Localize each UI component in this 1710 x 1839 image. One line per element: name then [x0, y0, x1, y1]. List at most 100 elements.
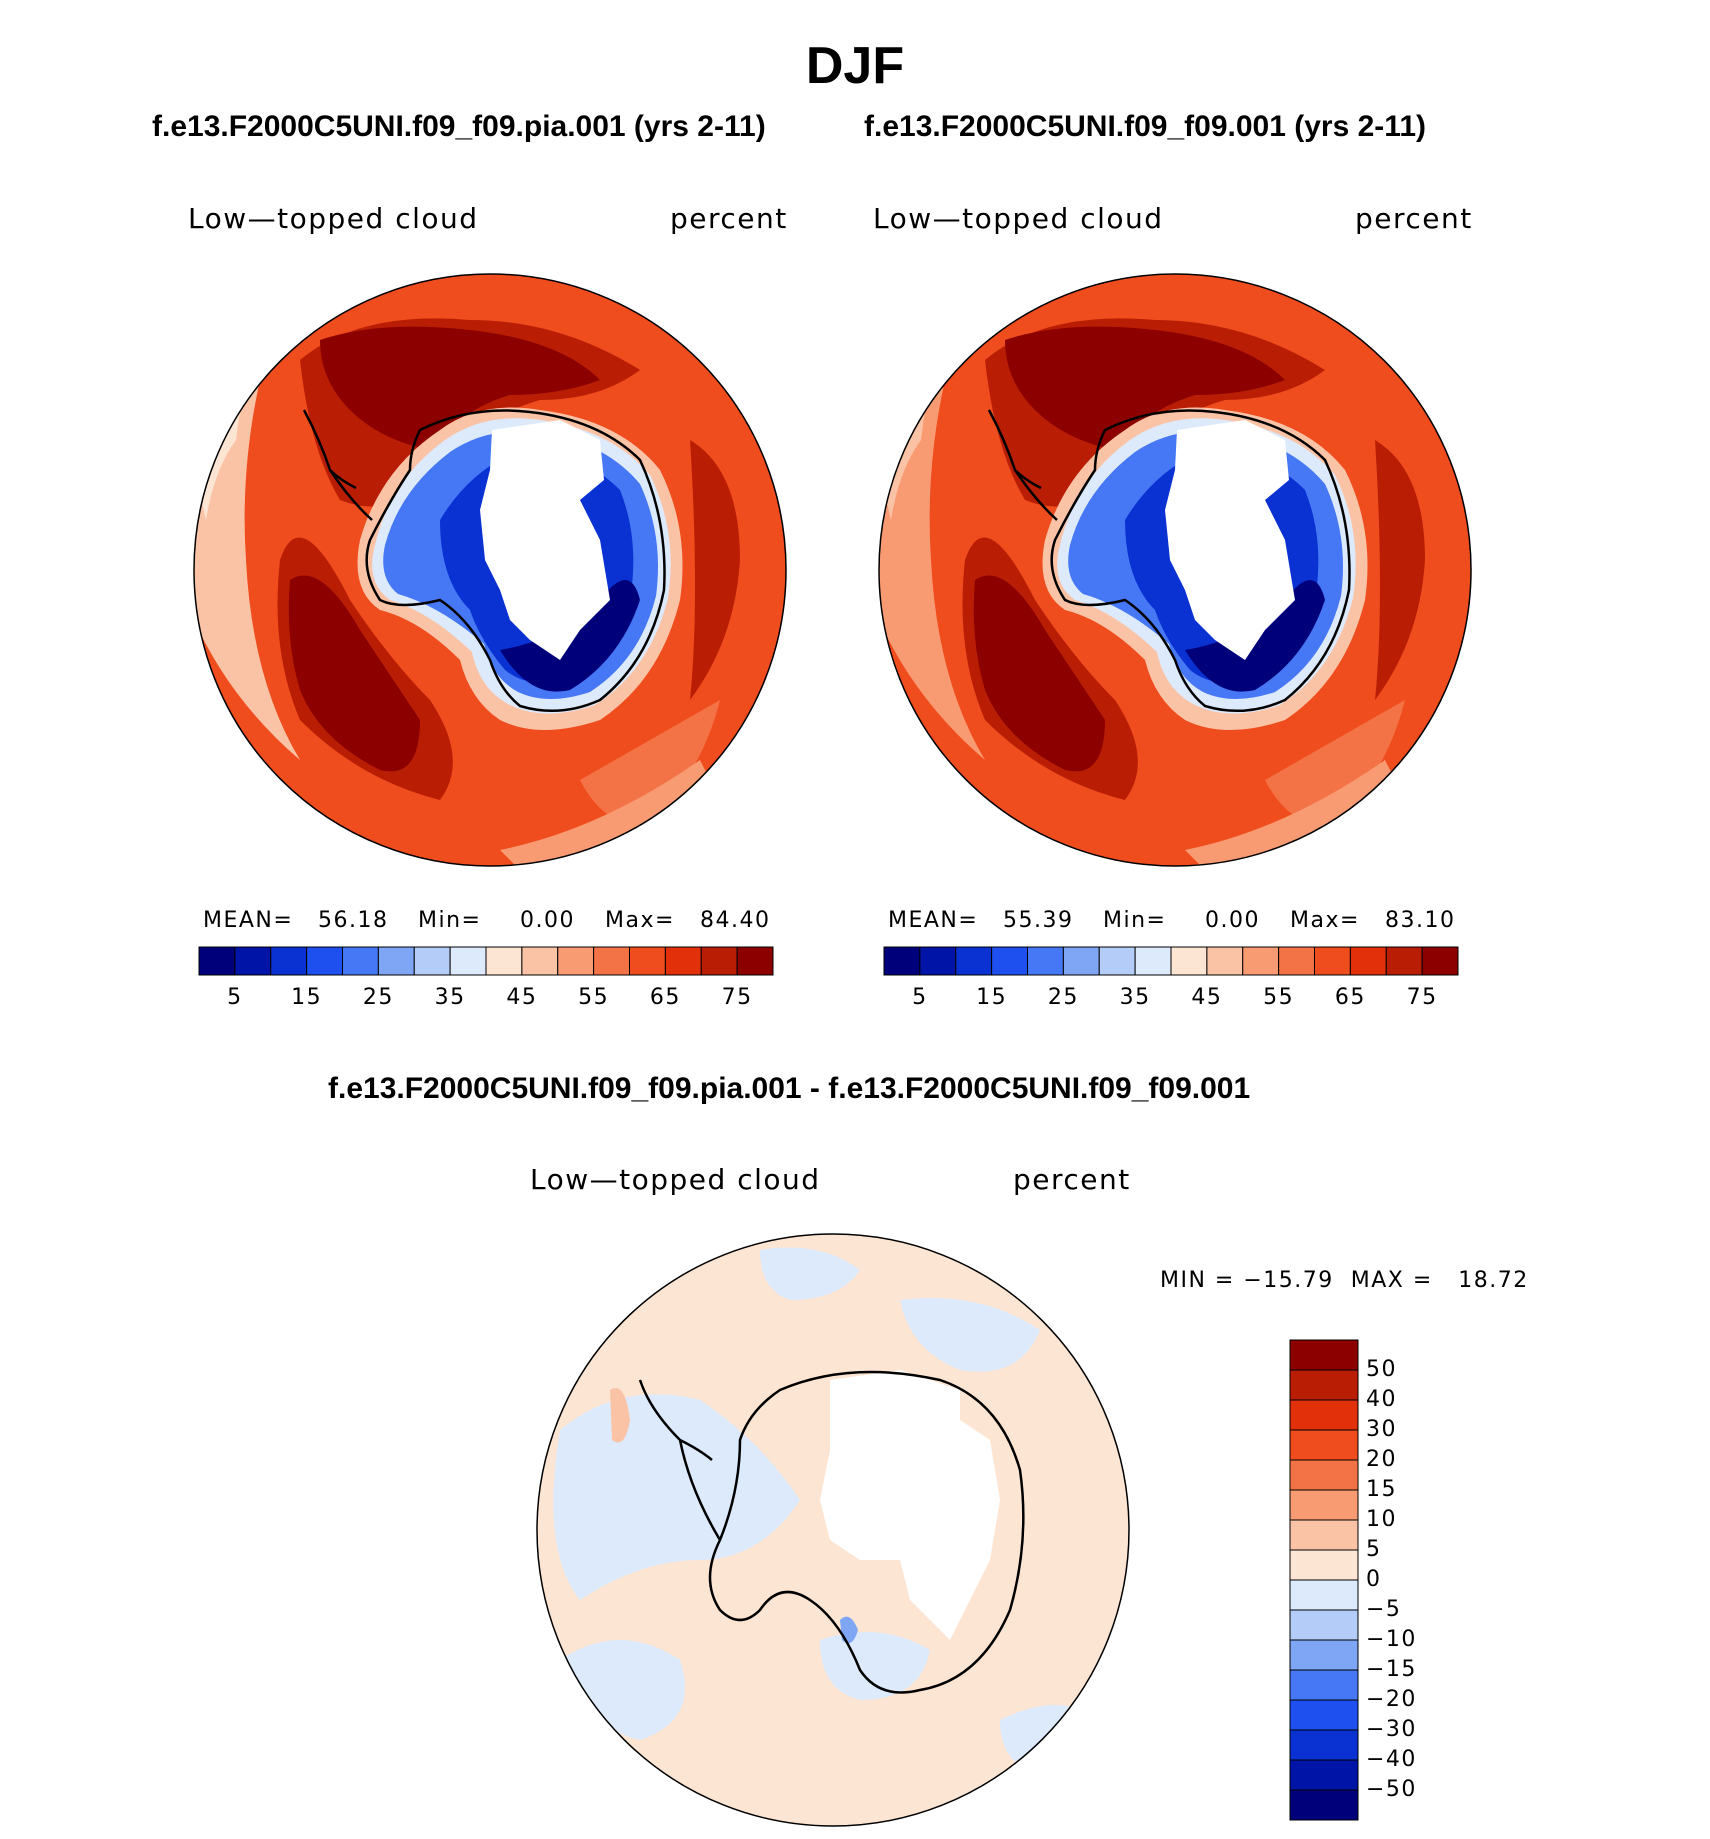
- colorbar-difference-tick-label: −10: [1366, 1627, 1417, 1652]
- colorbar-left-tick-label: 15: [291, 985, 323, 1010]
- colorbar-right-swatch-13: [1349, 946, 1387, 976]
- colorbar-difference-swatch-9: [1289, 1609, 1359, 1641]
- left-min-label: Min=: [418, 908, 482, 933]
- left-mean-value: 56.18: [318, 908, 389, 933]
- colorbar-right-swatch-0: [883, 946, 921, 976]
- colorbar-difference-tick-label: −5: [1366, 1597, 1402, 1622]
- colorbar-difference-tick-label: 0: [1366, 1567, 1382, 1592]
- left-min-value: 0.00: [520, 908, 575, 933]
- colorbar-right-swatch-6: [1098, 946, 1136, 976]
- colorbar-left-swatch-6: [413, 946, 451, 976]
- colorbar-left-swatch-9: [521, 946, 559, 976]
- colorbar-difference-tick-label: 30: [1366, 1417, 1397, 1442]
- colorbar-difference-tick-label: 15: [1366, 1477, 1397, 1502]
- colorbar-right-tick-label: 5: [912, 985, 928, 1010]
- colorbar-difference-tick-label: −30: [1366, 1717, 1417, 1742]
- colorbar-left-swatch-0: [198, 946, 236, 976]
- colorbar-right-tick-label: 55: [1263, 985, 1295, 1010]
- right-min-value: 0.00: [1205, 908, 1260, 933]
- colorbar-left-swatch-7: [449, 946, 487, 976]
- colorbar-right-swatch-12: [1314, 946, 1351, 976]
- colorbar-difference-swatch-0: [1289, 1339, 1359, 1371]
- colorbar-right-swatch-4: [1027, 946, 1064, 976]
- colorbar-left-swatch-13: [664, 946, 702, 976]
- colorbar-left-tick-label: 65: [649, 985, 681, 1010]
- colorbar-right-swatch-3: [991, 946, 1028, 976]
- colorbar-difference-tick-label: −15: [1366, 1657, 1417, 1682]
- colorbar-difference-tick-label: 40: [1366, 1387, 1397, 1412]
- colorbar-left-tick-label: 55: [578, 985, 610, 1010]
- colorbar-left-tick-label: 35: [434, 985, 466, 1010]
- colorbar-right-tick-label: 15: [976, 985, 1008, 1010]
- left-variable-label: Low—topped cloud: [188, 202, 479, 235]
- colorbar-difference-swatch-13: [1289, 1729, 1359, 1761]
- left-case-title: f.e13.F2000C5UNI.f09_f09.pia.001 (yrs 2-…: [152, 110, 766, 143]
- colorbar-right-swatch-9: [1206, 946, 1244, 976]
- colorbar-difference-swatch-10: [1289, 1639, 1359, 1671]
- colorbar-difference-swatch-15: [1289, 1789, 1359, 1821]
- left-mean-label: MEAN=: [203, 908, 294, 933]
- left-polar-map: [193, 273, 787, 867]
- colorbar-right-swatch-1: [919, 946, 957, 976]
- right-min-label: Min=: [1103, 908, 1167, 933]
- colorbar-right-swatch-7: [1134, 946, 1172, 976]
- right-mean-value: 55.39: [1003, 908, 1074, 933]
- colorbar-difference-tick-label: 50: [1366, 1357, 1397, 1382]
- right-max-label: Max=: [1290, 908, 1360, 933]
- colorbar-difference-swatch-1: [1289, 1369, 1359, 1401]
- colorbar-difference-tick-label: −20: [1366, 1687, 1417, 1712]
- colorbar-difference-tick-label: 20: [1366, 1447, 1397, 1472]
- colorbar-right-swatch-8: [1170, 946, 1208, 976]
- colorbar-right-tick-label: 45: [1191, 985, 1223, 1010]
- colorbar-left-swatch-1: [234, 946, 272, 976]
- right-mean-label: MEAN=: [888, 908, 979, 933]
- right-max-value: 83.10: [1385, 908, 1456, 933]
- left-units-label: percent: [670, 202, 788, 235]
- colorbar-difference-swatch-11: [1289, 1669, 1359, 1701]
- colorbar-left-tick-label: 45: [506, 985, 538, 1010]
- colorbar-difference-swatch-6: [1289, 1519, 1359, 1551]
- right-polar-map: [878, 273, 1472, 867]
- colorbar-right-swatch-15: [1421, 946, 1459, 976]
- colorbar-right-tick-label: 75: [1406, 985, 1438, 1010]
- colorbar-difference: [1289, 1339, 1359, 1821]
- colorbar-difference-swatch-14: [1289, 1759, 1359, 1791]
- colorbar-left-swatch-4: [342, 946, 379, 976]
- colorbar-right-swatch-10: [1242, 946, 1280, 976]
- colorbar-right-swatch-14: [1385, 946, 1423, 976]
- difference-units-label: percent: [1013, 1163, 1131, 1196]
- colorbar-difference-tick-label: −40: [1366, 1747, 1417, 1772]
- colorbar-left-swatch-12: [629, 946, 666, 976]
- colorbar-right-swatch-11: [1278, 946, 1315, 976]
- colorbar-left-swatch-10: [557, 946, 595, 976]
- colorbar-right-tick-label: 25: [1047, 985, 1079, 1010]
- left-max-label: Max=: [605, 908, 675, 933]
- difference-min-max: MIN = −15.79 MAX = 18.72: [1160, 1268, 1529, 1293]
- colorbar-left-tick-label: 5: [227, 985, 243, 1010]
- colorbar-left-swatch-5: [377, 946, 415, 976]
- right-units-label: percent: [1355, 202, 1473, 235]
- left-max-value: 84.40: [700, 908, 771, 933]
- difference-variable-label: Low—topped cloud: [530, 1163, 821, 1196]
- colorbar-difference-tick-label: −50: [1366, 1777, 1417, 1802]
- colorbar-difference-swatch-4: [1289, 1459, 1359, 1491]
- colorbar-left-swatch-3: [306, 946, 343, 976]
- colorbar-difference-swatch-5: [1289, 1489, 1359, 1521]
- colorbar-left-tick-label: 75: [721, 985, 753, 1010]
- colorbar-left-swatch-11: [593, 946, 630, 976]
- colorbar-left-swatch-14: [700, 946, 738, 976]
- colorbar-left-tick-label: 25: [362, 985, 394, 1010]
- colorbar-difference-swatch-7: [1289, 1549, 1359, 1581]
- colorbar-difference-swatch-12: [1289, 1699, 1359, 1731]
- colorbar-difference-swatch-3: [1289, 1429, 1359, 1461]
- figure-title: DJF: [805, 37, 905, 95]
- colorbar-left-swatch-15: [736, 946, 774, 976]
- right-case-title: f.e13.F2000C5UNI.f09_f09.001 (yrs 2-11): [864, 110, 1427, 143]
- colorbar-difference-swatch-8: [1289, 1579, 1359, 1611]
- colorbar-right: [883, 946, 1459, 976]
- colorbar-left: [198, 946, 774, 976]
- right-variable-label: Low—topped cloud: [873, 202, 1164, 235]
- colorbar-right-swatch-5: [1062, 946, 1100, 976]
- difference-case-title: f.e13.F2000C5UNI.f09_f09.pia.001 - f.e13…: [328, 1072, 1251, 1105]
